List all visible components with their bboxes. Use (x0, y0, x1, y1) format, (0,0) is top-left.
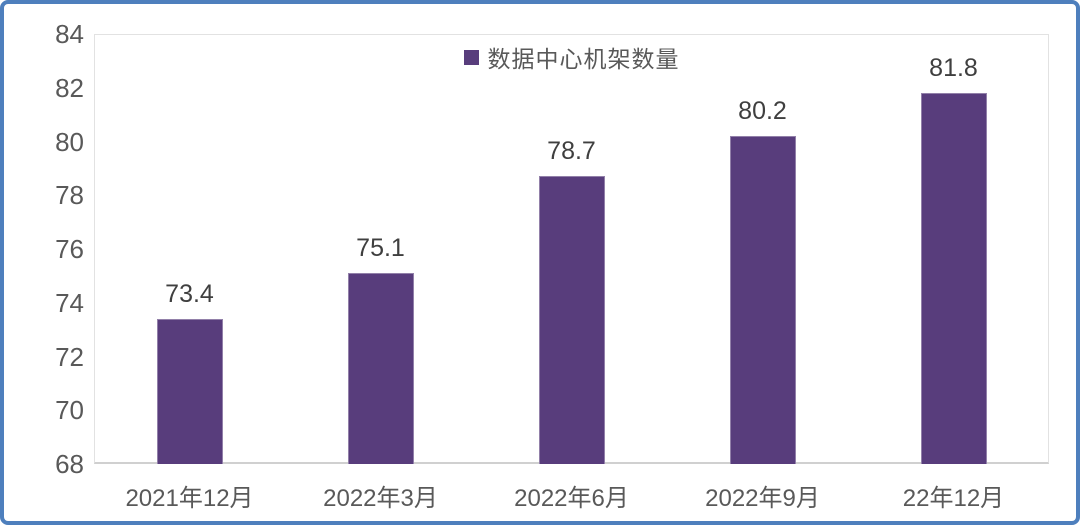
y-tick-label: 70 (55, 395, 84, 426)
y-tick-label: 74 (55, 287, 84, 318)
y-tick-label: 76 (55, 234, 84, 264)
x-category-label: 2021年12月 (125, 485, 254, 512)
bar-value-label: 78.7 (547, 137, 596, 166)
bar-slot: 80.2 (667, 34, 858, 464)
y-tick-label: 68 (55, 449, 84, 479)
bar-value-label: 81.8 (929, 54, 978, 83)
x-category-label: 22年12月 (902, 485, 1005, 512)
x-category-label: 2022年3月 (323, 485, 438, 512)
y-tick-label: 80 (55, 126, 84, 157)
bar-value-label: 73.4 (165, 279, 214, 308)
y-axis: 84 82 80 78 76 74 72 70 68 (4, 21, 84, 477)
x-category-label: 2022年6月 (514, 485, 629, 512)
bar (920, 93, 987, 464)
bar-series: 73.4 75.1 78.7 80.2 81.8 (94, 34, 1049, 464)
bar-slot: 73.4 (94, 34, 285, 464)
bar (156, 318, 223, 464)
bar-slot: 78.7 (476, 34, 667, 464)
y-tick-label: 84 (55, 19, 84, 49)
y-tick-label: 72 (55, 341, 84, 372)
bar (538, 176, 605, 464)
bar-slot: 75.1 (285, 34, 476, 464)
x-axis: 2021年12月 2022年3月 2022年6月 2022年9月 22年12月 (94, 464, 1049, 519)
y-tick-label: 82 (55, 72, 84, 103)
y-tick-label: 78 (55, 180, 84, 211)
x-category-label: 2022年9月 (705, 485, 820, 512)
bar (347, 273, 414, 464)
bar-value-label: 80.2 (738, 97, 787, 126)
bar-value-label: 75.1 (356, 234, 405, 263)
bar-slot: 81.8 (858, 34, 1049, 464)
bar (729, 136, 796, 464)
